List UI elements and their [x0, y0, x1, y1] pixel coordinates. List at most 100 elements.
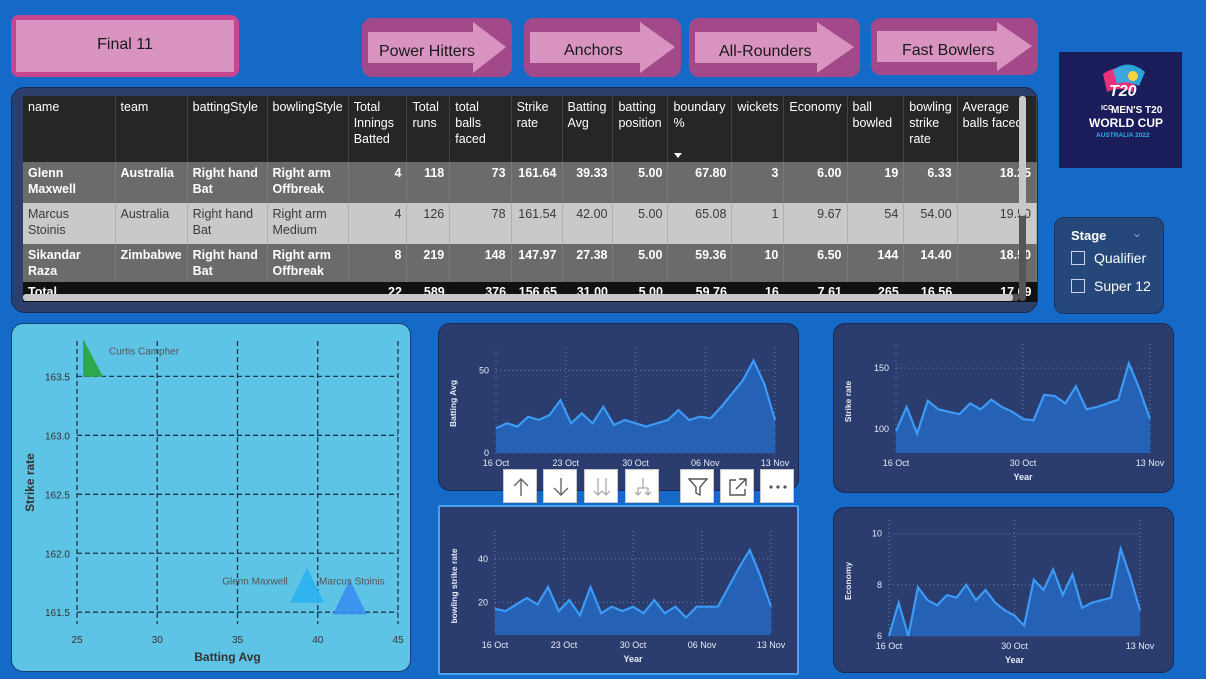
fast-bowlers-label: Fast Bowlers: [902, 42, 995, 59]
table-cell: 144: [847, 244, 905, 282]
chevron-down-icon[interactable]: ⌄: [1132, 226, 1143, 240]
economy-chart-panel: 16 Oct 30 Oct 13 Nov 6 8 10 Economy Year: [833, 507, 1174, 673]
slicer-option-super-12[interactable]: Super 12: [1071, 278, 1151, 294]
x-tick-label: 25: [71, 635, 83, 646]
column-header[interactable]: Total runs: [406, 96, 451, 162]
all-rounders-button[interactable]: All-Rounders: [689, 18, 860, 77]
drill-down-button[interactable]: [543, 469, 577, 503]
y-tick-label: 150: [874, 363, 889, 373]
column-header[interactable]: total balls faced: [449, 96, 512, 162]
x-tick-label: 13 Nov: [1126, 641, 1155, 651]
y-axis-title: bowling strike rate: [449, 548, 459, 623]
strike-rate-area-chart[interactable]: 16 Oct 30 Oct 13 Nov 100 150 Strike rate Year: [834, 324, 1173, 492]
table-row[interactable]: Glenn Maxwell Australia Right hand Bat R…: [23, 162, 1038, 203]
point-label: Curtis Campher: [109, 347, 180, 358]
column-header[interactable]: Strike rate: [511, 96, 563, 162]
x-tick-label: 16 Oct: [883, 458, 910, 468]
batting-avg-chart-panel: 16 Oct 23 Oct 30 Oct 06 Nov 13 Nov 0 50 Batting…: [438, 323, 799, 491]
y-tick-label: 20: [478, 597, 488, 607]
fast-bowlers-button[interactable]: Fast Bowlers: [871, 18, 1038, 75]
column-header[interactable]: team: [115, 96, 188, 162]
y-tick-label: 50: [479, 366, 489, 376]
more-options-icon: [769, 485, 787, 489]
table-cell: 9.67: [783, 203, 848, 244]
anchors-button[interactable]: Anchors: [524, 18, 681, 77]
arrow-shape-icon: [877, 22, 1032, 71]
batting-avg-vs-strike-rate-scatter[interactable]: 25 30 35 40 45 161.5 162.0 162.5 163.0 163.5 Batti…: [12, 324, 410, 671]
column-header[interactable]: Total Innings Batted: [348, 96, 408, 162]
column-header[interactable]: Batting Avg: [562, 96, 614, 162]
y-tick-label: 163.0: [45, 431, 70, 442]
column-header[interactable]: wickets: [731, 96, 785, 162]
logo-line3: WORLD CUP: [1089, 116, 1163, 130]
area-fill: [496, 360, 775, 453]
table-cell: 4: [348, 203, 408, 244]
table-cell: 42.00: [562, 203, 614, 244]
point-label: Marcus Stoinis: [319, 576, 385, 587]
column-header-sorted[interactable]: boundary %: [667, 96, 733, 162]
column-header[interactable]: name: [23, 96, 116, 162]
column-header[interactable]: ball bowled: [847, 96, 905, 162]
all-rounders-label: All-Rounders: [719, 43, 812, 60]
table-vertical-scrollbar[interactable]: [1019, 96, 1026, 301]
table-cell: Marcus Stoinis: [23, 203, 116, 244]
x-tick-label: 45: [392, 635, 404, 646]
table-cell: 54.00: [903, 203, 958, 244]
x-tick-label: 16 Oct: [876, 641, 903, 651]
y-tick-label: 6: [877, 631, 882, 641]
y-tick-label: 162.0: [45, 549, 70, 560]
column-header[interactable]: bowlingStyle: [267, 96, 349, 162]
y-tick-label: 163.5: [45, 372, 70, 383]
column-header[interactable]: bowling strike rate: [903, 96, 958, 162]
series-line: [494, 547, 773, 620]
y-axis-title: Strike rate: [843, 380, 853, 422]
logo-line2: MEN'S T20: [1111, 105, 1163, 116]
y-tick-label: 0: [484, 448, 489, 458]
logo-line1: ICC: [1101, 105, 1113, 112]
x-tick-label: 30 Oct: [622, 458, 649, 468]
table-cell: 161.54: [511, 203, 563, 244]
table-row[interactable]: Marcus Stoinis Australia Right hand Bat …: [23, 203, 1038, 244]
x-tick-label: 30 Oct: [1001, 641, 1028, 651]
x-tick-label: 13 Nov: [757, 640, 786, 650]
economy-area-chart[interactable]: 16 Oct 30 Oct 13 Nov 6 8 10 Economy Year: [834, 508, 1173, 672]
x-tick-label: 23 Oct: [551, 640, 578, 650]
table-cell: Sikandar Raza: [23, 244, 116, 282]
expand-next-level-button[interactable]: [625, 469, 659, 503]
column-header[interactable]: Economy: [783, 96, 848, 162]
table-cell: Right arm Medium: [267, 203, 349, 244]
power-hitters-button[interactable]: Power Hitters: [362, 18, 512, 77]
t20-world-cup-logo: T20 ICC MEN'S T20 WORLD CUP AUSTRALIA 20…: [1059, 52, 1182, 168]
focus-mode-icon: [729, 478, 747, 496]
column-header[interactable]: batting position: [612, 96, 669, 162]
table-cell: Australia: [115, 162, 188, 203]
batting-avg-area-chart[interactable]: 16 Oct 23 Oct 30 Oct 06 Nov 13 Nov 0 50 Batting…: [439, 324, 798, 490]
slicer-option-qualifier[interactable]: Qualifier: [1071, 250, 1146, 266]
table-row[interactable]: Sikandar Raza Zimbabwe Right hand Bat Ri…: [23, 244, 1038, 282]
bowling-strike-rate-area-chart[interactable]: 16 Oct 23 Oct 30 Oct 06 Nov 13 Nov 20 40 bowlin…: [440, 507, 797, 673]
table-cell: 78: [449, 203, 512, 244]
strike-rate-chart-panel: 16 Oct 30 Oct 13 Nov 100 150 Strike rate Year: [833, 323, 1174, 493]
x-axis-title: Batting Avg: [194, 650, 260, 664]
x-tick-label: 35: [232, 635, 244, 646]
filter-button[interactable]: [680, 469, 714, 503]
checkbox[interactable]: [1071, 279, 1085, 293]
more-options-button[interactable]: [760, 469, 794, 503]
column-header[interactable]: battingStyle: [187, 96, 268, 162]
table-cell: Glenn Maxwell: [23, 162, 116, 203]
checkbox[interactable]: [1071, 251, 1085, 265]
scatter-chart-panel: 25 30 35 40 45 161.5 162.0 162.5 163.0 163.5 Batti…: [11, 323, 411, 672]
y-tick-label: 161.5: [45, 608, 70, 619]
y-tick-label: 10: [872, 529, 882, 539]
drill-down-icon: [553, 478, 569, 496]
scrollbar-thumb[interactable]: [23, 294, 1013, 301]
table-horizontal-scrollbar[interactable]: [23, 294, 1019, 301]
table-cell: 1: [731, 203, 785, 244]
table-cell: 148: [449, 244, 512, 282]
final-11-button[interactable]: Final 11: [11, 15, 239, 77]
scatter-point: [83, 338, 104, 377]
scrollbar-thumb[interactable]: [1019, 96, 1026, 216]
expand-all-button[interactable]: [584, 469, 618, 503]
drill-up-button[interactable]: [503, 469, 537, 503]
focus-mode-button[interactable]: [720, 469, 754, 503]
